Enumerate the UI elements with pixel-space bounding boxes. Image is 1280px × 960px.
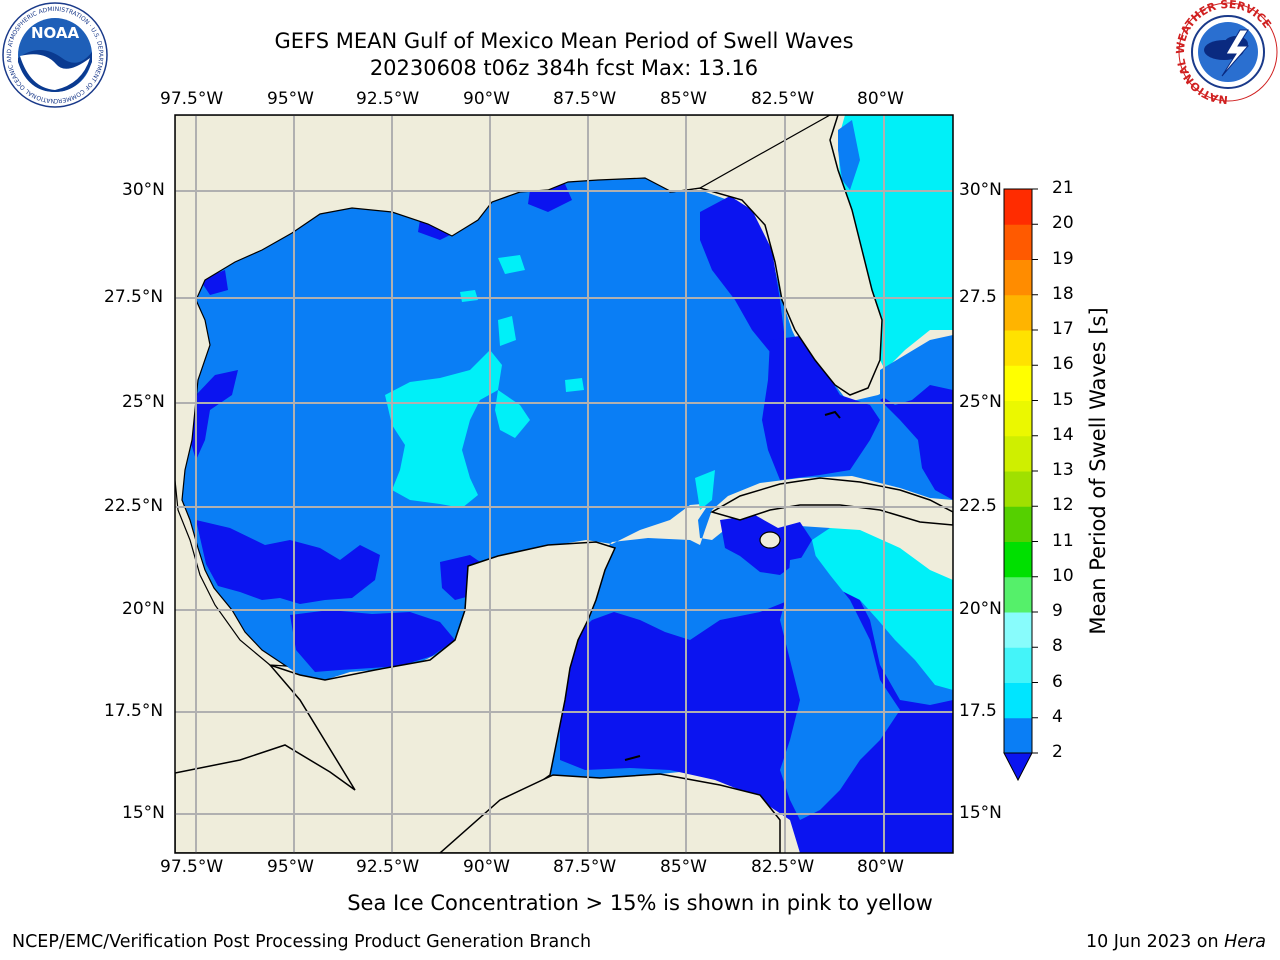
colorbar-tick-label: 15 bbox=[1052, 389, 1074, 410]
lat-label-right: 30°N bbox=[959, 180, 1002, 200]
date-text: 10 Jun 2023 on Hera bbox=[1086, 932, 1266, 952]
colorbar-segments bbox=[1004, 188, 1038, 754]
colorbar-segment bbox=[1004, 541, 1032, 578]
lon-label-top: 82.5°W bbox=[751, 89, 815, 109]
lon-label-top: 87.5°W bbox=[553, 89, 617, 109]
colorbar-segment bbox=[1004, 682, 1032, 719]
lat-label-left: 30°N bbox=[122, 180, 165, 200]
lat-label-left: 15°N bbox=[122, 803, 165, 823]
colorbar-tick-label: 18 bbox=[1052, 283, 1074, 304]
lat-label-right: 22.5 bbox=[959, 496, 997, 516]
date-value: 10 Jun 2023 on bbox=[1085, 932, 1225, 952]
lat-label-left: 20°N bbox=[122, 599, 165, 619]
sea-ice-note: Sea Ice Concentration > 15% is shown in … bbox=[347, 891, 933, 915]
colorbar-tick-label: 17 bbox=[1052, 319, 1074, 339]
lat-label-left: 25°N bbox=[122, 392, 165, 412]
colorbar-segment bbox=[1004, 576, 1032, 613]
credit-text: NCEP/EMC/Verification Post Processing Pr… bbox=[12, 932, 592, 952]
atlantic-mid-blue bbox=[838, 120, 860, 190]
land-overlays bbox=[175, 477, 953, 853]
colorbar-segment bbox=[1004, 330, 1032, 366]
colorbar-tick-label: 14 bbox=[1052, 424, 1074, 445]
chart-subtitle: 20230608 t06z 384h fcst Max: 13.16 bbox=[369, 56, 759, 80]
lon-label-top: 90°W bbox=[463, 89, 510, 109]
noaa-logo: NOAA NATIONAL OCEANIC AND ATMOSPHERIC AD… bbox=[0, 0, 108, 108]
colorbar-label: Mean Period of Swell Waves [s] bbox=[1086, 307, 1110, 635]
map-frame bbox=[174, 114, 954, 854]
colorbar-segment bbox=[1004, 365, 1032, 401]
colorbar-segment bbox=[1004, 717, 1032, 754]
lon-label-bottom: 97.5°W bbox=[160, 857, 224, 877]
colorbar-segment bbox=[1004, 400, 1032, 437]
colorbar bbox=[1003, 188, 1038, 782]
colorbar-segment bbox=[1004, 471, 1032, 507]
florida-land bbox=[659, 115, 883, 396]
colorbar-segment bbox=[1004, 435, 1032, 472]
colorbar-frame bbox=[1003, 188, 1033, 754]
atlantic-mid-blue-2 bbox=[880, 335, 953, 405]
lon-label-bottom: 92.5°W bbox=[356, 857, 420, 877]
lon-label-top: 80°W bbox=[857, 89, 904, 109]
colorbar-extend-triangle bbox=[1003, 752, 1033, 782]
lat-label-left: 27.5°N bbox=[104, 287, 164, 307]
lon-label-bottom: 95°W bbox=[267, 857, 314, 877]
colorbar-tick-label: 21 bbox=[1052, 178, 1074, 198]
colorbar-tick-label: 20 bbox=[1052, 213, 1074, 234]
lon-label-bottom: 80°W bbox=[857, 857, 904, 877]
colorbar-segment bbox=[1004, 612, 1032, 648]
map-panel bbox=[175, 115, 953, 853]
colorbar-tick-label: 19 bbox=[1052, 248, 1074, 269]
lon-label-top: 92.5°W bbox=[356, 89, 420, 109]
nws-logo: NATIONAL WEATHER SERVICE bbox=[1174, 0, 1278, 106]
colorbar-tick-label: 10 bbox=[1052, 565, 1074, 586]
lon-label-top: 97.5°W bbox=[160, 89, 224, 109]
lon-label-bottom: 90°W bbox=[463, 857, 510, 877]
machine-name: Hera bbox=[1224, 932, 1266, 952]
lat-label-right: 15°N bbox=[959, 803, 1002, 823]
lon-label-bottom: 82.5°W bbox=[751, 857, 815, 877]
lat-label-right: 17.5 bbox=[959, 701, 997, 721]
caribbean-mid-blue bbox=[780, 555, 900, 820]
lat-label-right: 20°N bbox=[959, 599, 1002, 619]
colorbar-segment bbox=[1004, 189, 1032, 225]
lon-label-bottom: 85°W bbox=[660, 857, 707, 877]
lat-label-right: 25°N bbox=[959, 392, 1002, 412]
colorbar-segment bbox=[1004, 259, 1032, 296]
colorbar-tick-label: 4 bbox=[1052, 706, 1063, 727]
colorbar-segment bbox=[1004, 647, 1032, 683]
colorbar-segment bbox=[1004, 224, 1032, 260]
colorbar-tick-label: 12 bbox=[1052, 495, 1074, 516]
graticule bbox=[175, 115, 953, 853]
colorbar-tick-label: 9 bbox=[1052, 601, 1063, 621]
colorbar-tick-label: 11 bbox=[1052, 530, 1074, 551]
lon-label-bottom: 87.5°W bbox=[553, 857, 617, 877]
lon-label-top: 85°W bbox=[660, 89, 707, 109]
colorbar-segment bbox=[1004, 294, 1032, 331]
lat-label-right: 27.5 bbox=[959, 287, 997, 307]
colorbar-segment bbox=[1004, 506, 1032, 542]
colorbar-tick-label: 6 bbox=[1052, 671, 1063, 692]
colorbar-tick-label: 16 bbox=[1052, 354, 1074, 375]
chart-title: GEFS MEAN Gulf of Mexico Mean Period of … bbox=[274, 29, 854, 53]
lat-label-left: 17.5°N bbox=[104, 701, 164, 721]
lat-label-left: 22.5°N bbox=[104, 496, 164, 516]
colorbar-tick-label: 8 bbox=[1052, 636, 1063, 657]
colorbar-tick-label: 2 bbox=[1052, 742, 1063, 762]
noaa-logo-text: NOAA bbox=[31, 24, 80, 42]
lon-label-top: 95°W bbox=[267, 89, 314, 109]
colorbar-tick-label: 13 bbox=[1052, 460, 1074, 480]
